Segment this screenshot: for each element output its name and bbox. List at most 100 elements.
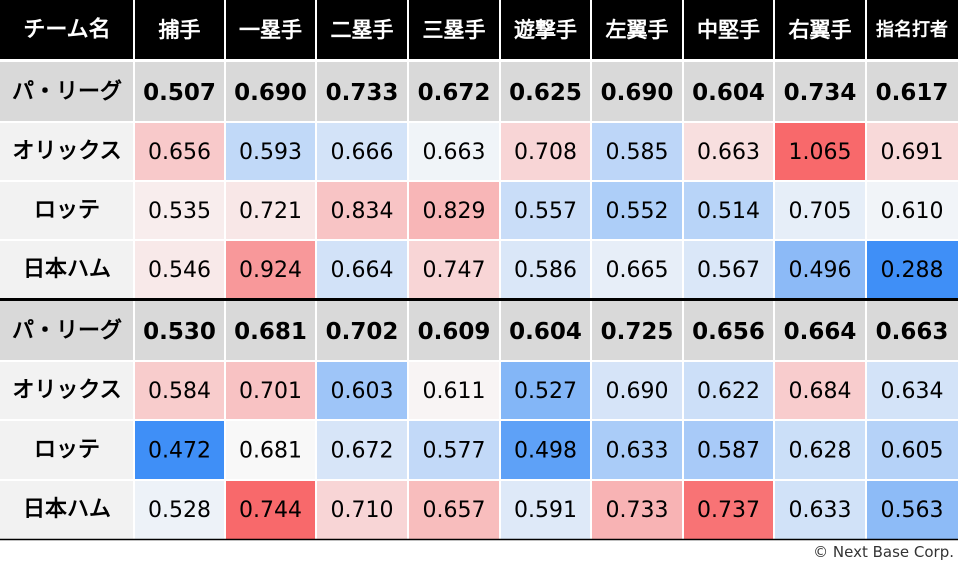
league-value: 0.690: [234, 80, 307, 106]
cell-value: 0.552: [606, 199, 669, 224]
cell-value: 0.535: [148, 199, 211, 224]
heat-cell: [866, 122, 958, 181]
cell-value: 0.747: [423, 258, 486, 283]
cell-value: 0.690: [606, 379, 669, 404]
cell-value: 0.721: [239, 199, 302, 224]
cell-value: 0.528: [148, 498, 211, 523]
heat-cell: [866, 240, 958, 299]
league-value: 0.725: [601, 319, 674, 345]
cell-value: 0.710: [331, 498, 394, 523]
cell-value: 0.666: [331, 140, 394, 165]
league-row: [0, 62, 958, 122]
header-position: 一塁手: [239, 18, 302, 42]
league-value: 0.609: [418, 319, 491, 345]
heat-cell: [134, 420, 225, 480]
cell-value: 0.567: [697, 258, 760, 283]
league-value: 0.663: [876, 319, 949, 345]
header-position: 指名打者: [876, 19, 948, 41]
cell-value: 0.684: [789, 379, 852, 404]
cell-value: 0.733: [606, 498, 669, 523]
heat-cell: [408, 361, 500, 420]
cell-value: 1.065: [789, 140, 852, 165]
cell-value: 0.628: [789, 439, 852, 464]
cell-value: 0.744: [239, 498, 302, 523]
heat-cell: [866, 480, 958, 539]
league-value: 0.672: [418, 80, 491, 106]
heat-cell: [500, 480, 591, 539]
cell-value: 0.514: [697, 199, 760, 224]
cell-value: 0.610: [881, 199, 944, 224]
cell-value: 0.611: [423, 379, 486, 404]
league-label: パ・リーグ: [12, 318, 122, 344]
heat-cell: [408, 420, 500, 480]
heat-cell: [683, 480, 774, 539]
heat-cell: [683, 181, 774, 240]
cell-value: 0.663: [423, 140, 486, 165]
header-position: 二塁手: [331, 18, 394, 42]
heat-cell: [408, 181, 500, 240]
cell-value: 0.691: [881, 140, 944, 165]
heat-cell: [500, 361, 591, 420]
cell-value: 0.603: [331, 379, 394, 404]
cell-value: 0.605: [881, 439, 944, 464]
header-position: 遊撃手: [514, 18, 577, 42]
league-value: 0.702: [326, 319, 399, 345]
team-name: 日本ハム: [23, 257, 111, 282]
team-name: オリックス: [12, 378, 121, 403]
heat-cell: [591, 420, 683, 480]
cell-value: 0.557: [514, 199, 577, 224]
cell-value: 0.587: [697, 439, 760, 464]
heat-cell: [316, 181, 408, 240]
heat-cell: [316, 361, 408, 420]
team-cell: [0, 122, 134, 181]
cell-value: 0.834: [331, 199, 394, 224]
league-value: 0.656: [692, 319, 765, 345]
heat-cell: [316, 122, 408, 181]
header-position: 捕手: [159, 18, 201, 42]
heat-cell: [316, 420, 408, 480]
cell-value: 0.701: [239, 379, 302, 404]
heat-cell: [774, 361, 866, 420]
team-name: 日本ハム: [23, 497, 111, 522]
heat-cell: [591, 240, 683, 299]
heat-cell: [774, 480, 866, 539]
heat-cell: [683, 420, 774, 480]
league-value: 0.604: [509, 319, 582, 345]
heat-cell: [134, 122, 225, 181]
cell-value: 0.664: [331, 258, 394, 283]
heat-cell: [774, 420, 866, 480]
cell-value: 0.586: [514, 258, 577, 283]
heat-cell: [134, 480, 225, 539]
cell-value: 0.737: [697, 498, 760, 523]
heat-cell: [774, 181, 866, 240]
heat-cell: [134, 361, 225, 420]
heat-cell: [591, 122, 683, 181]
team-name: ロッテ: [34, 438, 100, 463]
cell-value: 0.633: [789, 498, 852, 523]
cell-value: 0.563: [881, 498, 944, 523]
heat-cell: [134, 240, 225, 299]
heat-cell: [866, 420, 958, 480]
heat-cell: [408, 480, 500, 539]
cell-value: 0.705: [789, 199, 852, 224]
cell-value: 0.672: [331, 439, 394, 464]
copyright-text: © Next Base Corp.: [813, 543, 954, 561]
league-row: [0, 301, 958, 361]
team-name: ロッテ: [34, 198, 100, 223]
league-value: 0.604: [692, 80, 765, 106]
cell-value: 0.829: [423, 199, 486, 224]
heat-cell: [500, 181, 591, 240]
team-cell: [0, 361, 134, 420]
heat-cell: [683, 361, 774, 420]
heat-cell: [591, 181, 683, 240]
cell-value: 0.593: [239, 140, 302, 165]
heat-cell: [500, 240, 591, 299]
heat-cell: [774, 122, 866, 181]
heat-cell: [316, 240, 408, 299]
league-value: 0.625: [509, 80, 582, 106]
cell-value: 0.663: [697, 140, 760, 165]
heat-cell: [683, 122, 774, 181]
team-cell: [0, 480, 134, 539]
team-cell: [0, 240, 134, 299]
